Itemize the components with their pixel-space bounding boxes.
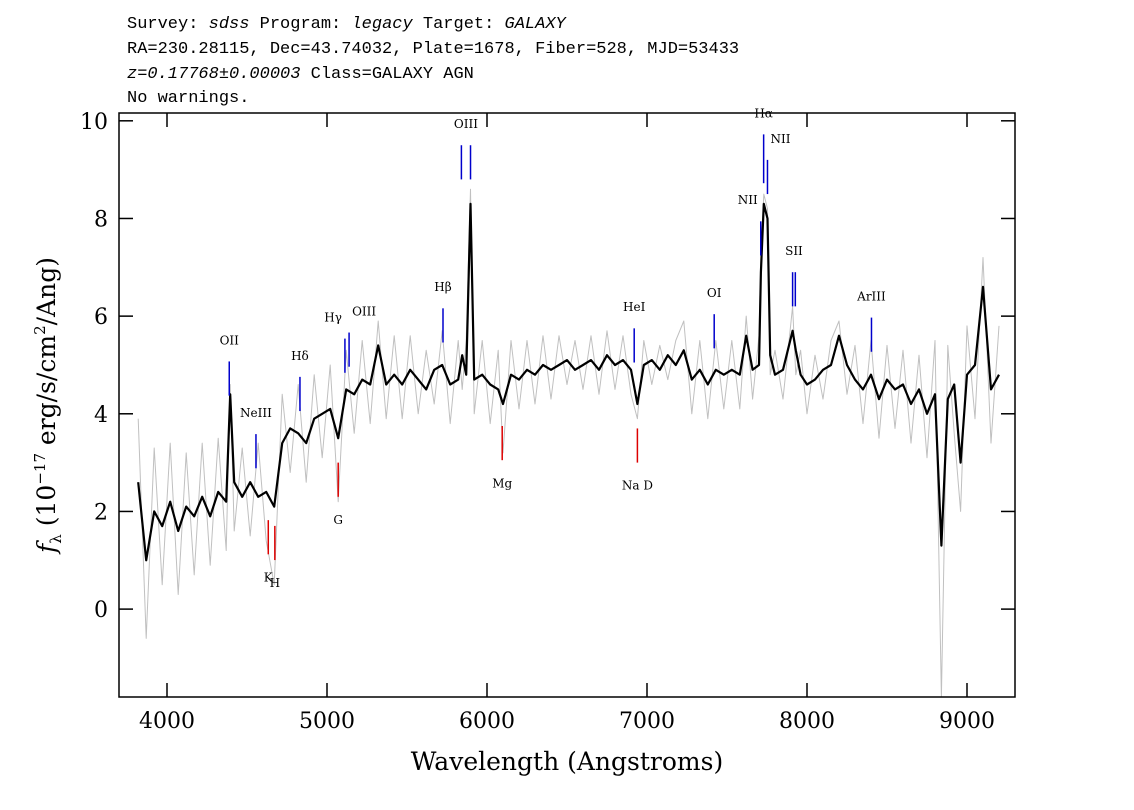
line-label: Na D [622,479,653,493]
header-line: No warnings. [127,89,249,108]
x-tick-label: 9000 [939,709,995,734]
y-label-text: f [32,540,61,555]
header-text: Program: [249,15,351,34]
line-label: Hδ [291,349,309,363]
y-label-text: (10 [32,485,61,535]
y-tick-label: 2 [94,500,108,525]
x-axis-label: Wavelength (Angstroms) [411,747,723,776]
header-text: Survey: [127,15,209,34]
line-label: SII [785,244,803,258]
header-text: legacy [351,15,413,34]
line-label: Hβ [434,280,451,294]
line-label: G [333,513,343,527]
y-label-text: λ [47,534,65,544]
x-tick-label: 5000 [299,709,355,734]
header-text: sdss [209,15,250,34]
line-label: K [264,570,274,584]
spectrum-line [137,202,1000,562]
line-label: Hγ [324,311,342,325]
y-tick-label: 4 [94,403,108,428]
header-text: Target: [413,15,505,34]
spectrum-line [137,188,1000,697]
plot-frame [118,112,1016,698]
x-tick-label: 7000 [619,709,675,734]
y-tick-label: 0 [94,598,108,623]
x-tick-label: 8000 [779,709,835,734]
header-text: GALAXY [505,15,568,34]
header-text: Class=GALAXY AGN [300,65,473,84]
line-label: Mg [492,476,512,490]
x-tick-label: 6000 [459,709,515,734]
line-label: OIII [352,304,376,318]
header-line: z=0.17768±0.00003 Class=GALAXY AGN [127,65,474,84]
y-label-text: erg/s/cm [32,335,61,453]
header-line: Survey: sdss Program: legacy Target: GAL… [127,15,568,34]
y-axis-label: fλ (10−17 erg/s/cm2/Ang) [31,257,65,555]
line-label: Hα [754,106,773,120]
y-label-text: /Ang) [32,257,61,325]
y-label-text: 2 [31,325,49,335]
header-text: z=0.17768±0.00003 [127,65,300,84]
y-label-text: −17 [31,453,49,485]
line-label: NII [770,132,790,146]
line-label: OI [707,286,722,300]
line-label: NII [738,193,758,207]
line-label: HeI [623,300,646,314]
x-tick-label: 4000 [139,709,195,734]
line-label: H [270,576,280,590]
header-line: RA=230.28115, Dec=43.74032, Plate=1678, … [127,40,739,59]
line-label: OIII [454,117,478,131]
y-tick-label: 6 [94,305,108,330]
line-label: ArIII [856,290,886,304]
y-tick-label: 10 [80,110,108,135]
y-tick-label: 8 [94,207,108,232]
plot-area [137,188,1000,697]
line-label: NeIII [240,406,272,420]
line-label: OII [220,333,240,347]
